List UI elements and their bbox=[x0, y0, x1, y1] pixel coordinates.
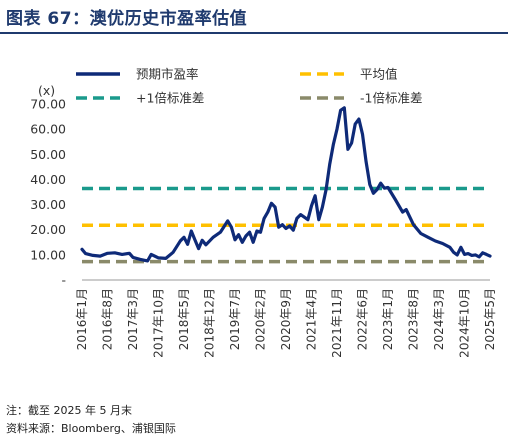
x-tick-label: 2016年1月 bbox=[75, 288, 89, 350]
title-rule bbox=[0, 32, 508, 34]
x-axis: 2016年1月 2016年8月 2017年3月 2017年10月 2018年5月 2018… bbox=[75, 279, 497, 358]
x-tick-label: 2024年3月 bbox=[432, 288, 446, 350]
source-text: 资料来源：Bloomberg、浦银国际 bbox=[6, 422, 176, 435]
chart-title: 图表 67：澳优历史市盈率估值 bbox=[6, 9, 248, 29]
minus-1-std-legend-label: -1倍标准差 bbox=[360, 91, 422, 106]
x-tick-label: 2021年4月 bbox=[305, 288, 319, 350]
y-tick-label: 10.00 bbox=[30, 247, 66, 262]
y-tick-label: 60.00 bbox=[30, 122, 66, 137]
y-tick-label: 30.00 bbox=[30, 197, 66, 212]
y-tick-label: 40.00 bbox=[30, 172, 66, 187]
plus-1-std-legend-label: +1倍标准差 bbox=[136, 91, 204, 106]
expected-pe-line bbox=[80, 106, 492, 263]
x-tick-label: 2017年10月 bbox=[152, 288, 166, 358]
x-tick-label: 2022年6月 bbox=[356, 288, 370, 350]
x-tick-label: 2023年1月 bbox=[381, 288, 395, 350]
footnotes: 注：截至 2025 年 5 月末 资料来源：Bloomberg、浦银国际 bbox=[6, 402, 176, 438]
x-tick-label: 2017年3月 bbox=[126, 288, 140, 350]
reference-lines bbox=[82, 186, 490, 264]
average-legend-label: 平均值 bbox=[360, 67, 398, 82]
note-text: 注：截至 2025 年 5 月末 bbox=[6, 404, 132, 417]
x-tick-label: 2024年10月 bbox=[458, 288, 472, 358]
x-tick-label: 2018年5月 bbox=[177, 288, 191, 350]
y-tick-label: 20.00 bbox=[30, 222, 66, 237]
y-axis: - 10.00 20.00 30.00 40.00 50.00 60.00 70.00 bbox=[30, 97, 66, 288]
y-tick-label: 70.00 bbox=[30, 97, 66, 112]
y-unit-label: (x) bbox=[38, 83, 55, 98]
x-tick-label: 2019年7月 bbox=[228, 288, 242, 350]
expected-pe-legend-label: 预期市盈率 bbox=[136, 67, 199, 82]
y-tick-label: 50.00 bbox=[30, 147, 66, 162]
x-tick-label: 2021年11月 bbox=[330, 288, 344, 358]
y-tick-label: - bbox=[61, 273, 66, 288]
main-series bbox=[80, 106, 492, 263]
x-tick-label: 2020年9月 bbox=[279, 288, 293, 350]
x-tick-label: 2020年2月 bbox=[254, 288, 268, 350]
legend: 预期市盈率 平均值 +1倍标准差 -1倍标准差 bbox=[76, 67, 422, 106]
x-tick-label: 2023年8月 bbox=[407, 288, 421, 350]
x-tick-label: 2018年12月 bbox=[203, 288, 217, 358]
x-tick-label: 2025年5月 bbox=[483, 288, 497, 350]
x-tick-label: 2016年8月 bbox=[101, 288, 115, 350]
